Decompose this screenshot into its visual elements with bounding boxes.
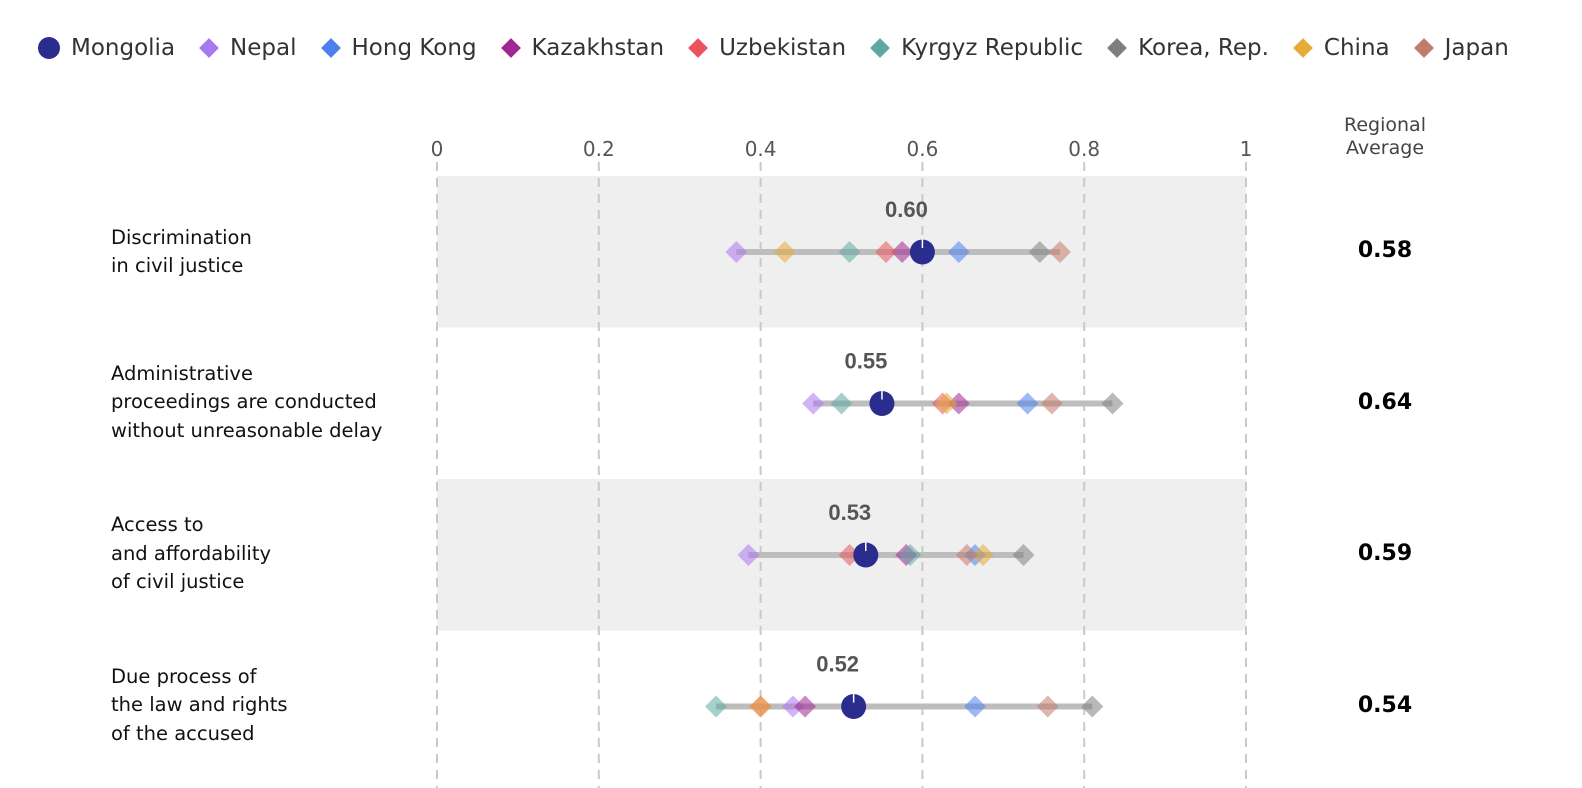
highlight-value-label: 0.52 — [816, 652, 859, 677]
row-label-line: without unreasonable delay — [111, 418, 383, 442]
country-diamond — [1036, 695, 1059, 718]
highlight-circle — [853, 542, 879, 568]
legend-label: Japan — [1444, 35, 1509, 61]
legend-label: Mongolia — [71, 35, 176, 61]
x-tick-label: 0.6 — [906, 137, 938, 161]
country-diamond — [935, 392, 958, 415]
highlight-circle — [869, 391, 895, 416]
x-tick-label: 0.2 — [583, 137, 615, 161]
legend-item: Kazakhstan — [500, 35, 665, 61]
x-tick-label: 0 — [431, 137, 444, 161]
legend: Mongolia Nepal Hong Kong Kazakhstan Uzbekist… — [38, 30, 1533, 66]
row-label: Discrimination in civil justice — [111, 224, 252, 281]
regional-average-value: 0.54 — [1357, 692, 1413, 718]
highlight-circle — [909, 239, 935, 265]
row-label-line: the law and rights — [111, 693, 288, 717]
legend-item: Korea, Rep. — [1107, 35, 1269, 61]
highlight-circle — [841, 694, 867, 719]
regional-average-header-line1: Regional — [1344, 114, 1426, 136]
legend-label: Korea, Rep. — [1138, 35, 1269, 61]
legend-item: Nepal — [199, 35, 297, 61]
legend-item: Mongolia — [38, 35, 175, 61]
x-tick-label: 0.4 — [745, 137, 777, 161]
row-label-line: proceedings are conducted — [111, 390, 377, 414]
country-diamond — [802, 392, 825, 415]
legend-item: Japan — [1413, 35, 1509, 61]
x-tick-label: 1 — [1240, 137, 1253, 161]
country-diamond — [891, 241, 914, 263]
row-label-line: Discrimination — [111, 225, 252, 249]
legend-item: China — [1293, 35, 1390, 61]
row-label-line: Administrative — [111, 361, 253, 385]
regional-average-value: 0.59 — [1357, 541, 1413, 566]
country-diamond — [737, 544, 760, 566]
regional-average-header: Regional Average — [1330, 114, 1440, 160]
legend-item: Kyrgyz Republic — [870, 35, 1083, 61]
country-diamond — [947, 392, 970, 415]
country-diamond — [1016, 392, 1039, 415]
highlight-value-label: 0.53 — [828, 500, 871, 525]
country-diamond — [1081, 695, 1104, 718]
country-diamond — [963, 695, 986, 718]
row-label-line: of the accused — [111, 721, 255, 745]
country-diamond — [794, 695, 817, 718]
row-label-line: and affordability — [111, 541, 272, 565]
country-diamond — [1101, 392, 1124, 415]
country-diamond — [781, 695, 804, 718]
country-diamond — [1048, 241, 1071, 263]
country-diamond — [972, 544, 995, 566]
x-tick-label: 0.8 — [1068, 137, 1100, 161]
row-label: Due process of the law and rights of the a… — [111, 663, 288, 749]
country-diamond — [838, 241, 861, 263]
highlight-value-label: 0.60 — [885, 197, 928, 222]
country-diamond — [725, 241, 748, 263]
legend-circle-marker — [38, 37, 60, 59]
legend-item: Hong Kong — [320, 35, 477, 61]
country-diamond — [830, 392, 853, 415]
legend-label: Kyrgyz Republic — [901, 35, 1084, 61]
country-diamond — [899, 544, 922, 566]
legend-label: China — [1323, 35, 1390, 61]
row-label: Access to and affordability of civil justi… — [111, 511, 271, 597]
row-label-line: Access to — [111, 513, 204, 537]
country-diamond — [749, 695, 772, 718]
country-diamond — [955, 544, 978, 566]
regional-average-header-line2: Average — [1345, 137, 1425, 159]
row-label-line: of civil justice — [111, 570, 245, 594]
legend-label: Kazakhstan — [531, 35, 665, 61]
row-label-line: Due process of — [111, 664, 257, 688]
country-diamond — [773, 241, 796, 263]
country-diamond — [947, 241, 970, 263]
highlight-value-label: 0.55 — [845, 349, 888, 374]
legend-label: Hong Kong — [351, 35, 477, 61]
country-diamond — [1012, 544, 1035, 566]
country-diamond — [1028, 241, 1051, 263]
country-diamond — [705, 695, 728, 718]
regional-average-value: 0.58 — [1357, 238, 1413, 263]
legend-label: Nepal — [230, 35, 297, 61]
legend-item: Uzbekistan — [688, 35, 846, 61]
legend-label: Uzbekistan — [719, 35, 847, 61]
regional-average-value: 0.64 — [1357, 389, 1413, 415]
country-diamond — [874, 241, 897, 263]
row-label-line: in civil justice — [111, 254, 244, 277]
row-label: Administrative proceedings are conducted w… — [111, 360, 382, 446]
country-diamond — [1040, 392, 1063, 415]
